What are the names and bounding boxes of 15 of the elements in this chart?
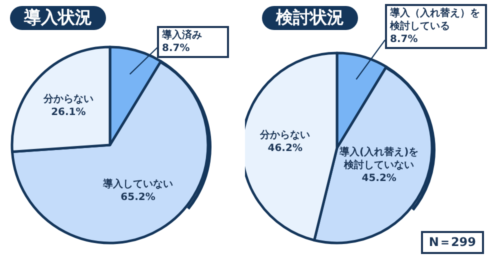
data-label: 26.1% [50, 106, 87, 120]
slice-label: 導入済み [162, 29, 203, 42]
chart-title: 検討状況 [262, 6, 358, 30]
chart-title: 導入状況 [10, 6, 106, 30]
data-label: 65.2% [120, 191, 156, 204]
data-label: 46.2% [266, 142, 304, 155]
slice-label: 導入(入れ替え)を検討していない [338, 146, 420, 172]
slice-label: 導入（入れ替え）を検討している [390, 7, 481, 33]
text: N＝299 [420, 231, 484, 254]
data-label: 8.7% [390, 33, 419, 46]
data-label: 45.2% [360, 172, 398, 185]
slice-label: 導入していない [102, 178, 174, 192]
slice-label: 分からない [42, 93, 94, 106]
data-label: 8.7% [162, 42, 191, 55]
slice-label: 分からない [258, 128, 312, 142]
